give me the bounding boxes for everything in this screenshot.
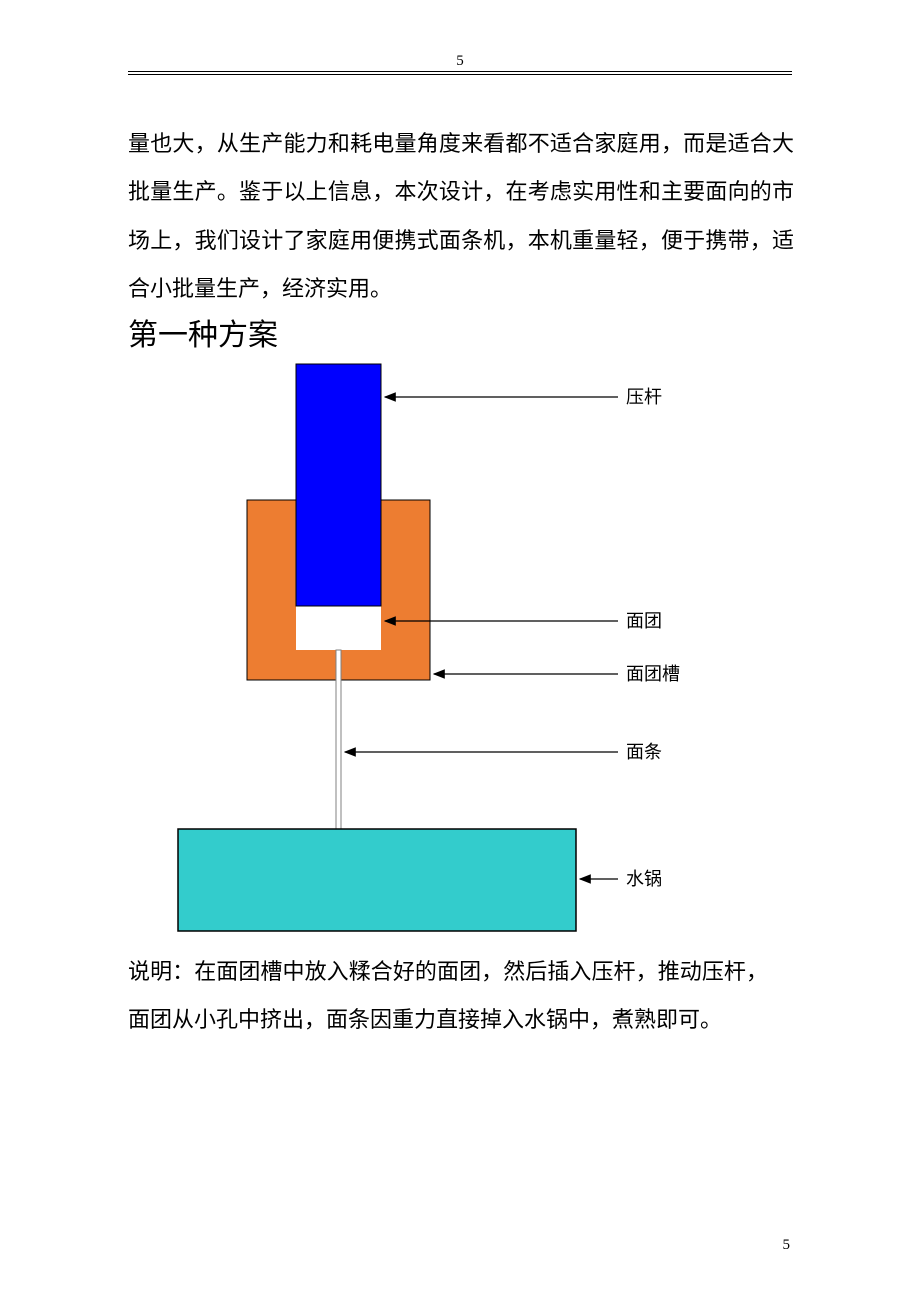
scheme-heading: 第一种方案 [128, 310, 278, 354]
page-number-top: 5 [0, 53, 920, 70]
header-rule-2 [128, 74, 792, 75]
label-text-1: 面团 [626, 611, 662, 631]
header-rule-1 [128, 71, 792, 72]
label-text-2: 面团槽 [626, 664, 680, 684]
diagram-svg: 压杆面团面团槽面条水锅 [128, 354, 792, 940]
label-text-4: 水锅 [626, 869, 662, 889]
explanation-paragraph: 说明：在面团槽中放入糅合好的面团，然后插入压杆，推动压杆，面团从小孔中挤出，面条… [128, 948, 768, 1045]
water-pot-shape [178, 829, 576, 931]
press-rod-shape [296, 364, 381, 606]
scheme-diagram: 压杆面团面团槽面条水锅 [128, 354, 792, 940]
label-text-3: 面条 [626, 742, 662, 762]
page-number-bottom: 5 [783, 1237, 791, 1254]
label-text-0: 压杆 [626, 387, 662, 407]
intro-paragraph: 量也大，从生产能力和耗电量角度来看都不适合家庭用，而是适合大批量生产。鉴于以上信… [128, 120, 794, 314]
noodle-shape [336, 650, 341, 830]
